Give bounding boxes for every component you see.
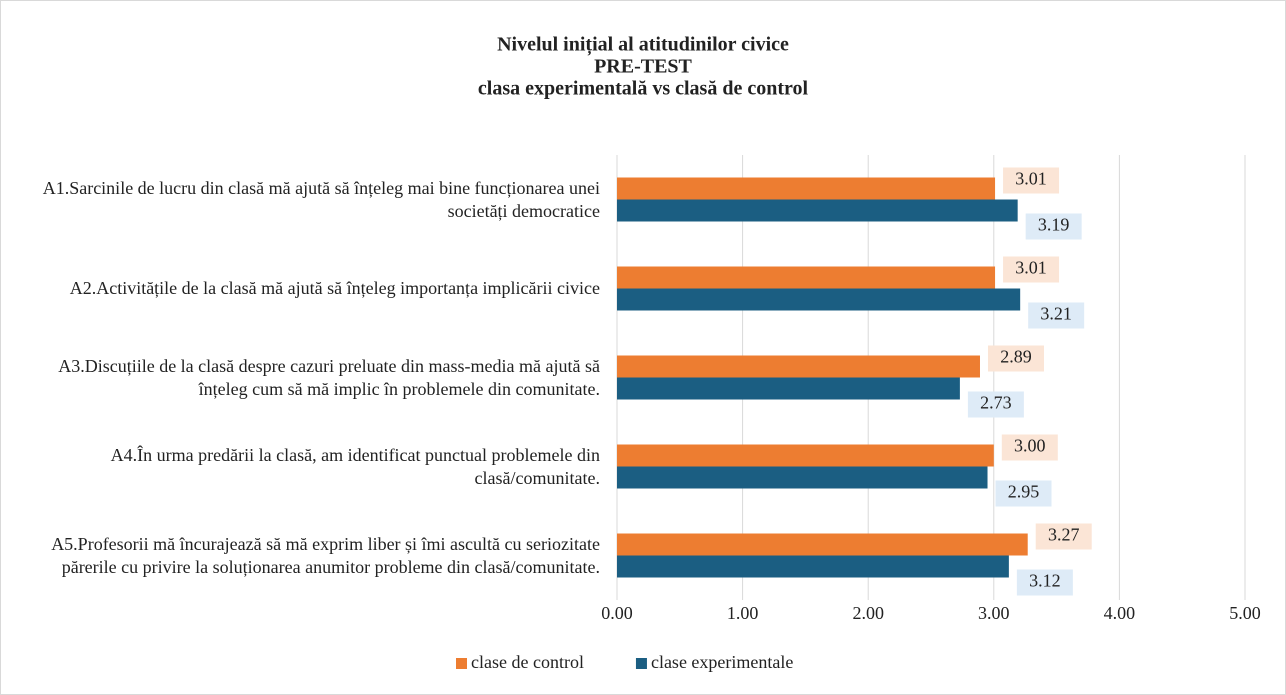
legend-label: clase experimentale xyxy=(651,652,793,672)
bar xyxy=(617,288,1021,311)
value-label-box xyxy=(1001,434,1058,461)
value-label: 3.19 xyxy=(1038,215,1070,235)
chart-title: Nivelul inițial al atitudinilor civice xyxy=(497,34,789,57)
category-label: A2.Activitățile de la clasă mă ajută să … xyxy=(69,278,600,298)
chart-title: clasa experimentală vs clasă de control xyxy=(478,78,809,100)
x-tick-label: 1.00 xyxy=(727,603,759,623)
value-label: 2.89 xyxy=(1000,347,1032,367)
legend-label: clase de control xyxy=(471,652,584,672)
category-label: A1.Sarcinile de lucru din clasă mă ajută… xyxy=(42,177,600,221)
value-label-box xyxy=(1003,167,1060,194)
value-label-box xyxy=(995,480,1052,507)
value-label-box xyxy=(1025,213,1082,240)
legend-swatch xyxy=(456,658,467,669)
legend-swatch xyxy=(635,658,647,669)
value-label-box xyxy=(1003,256,1060,283)
value-label-box xyxy=(1035,523,1092,550)
value-label-box xyxy=(987,345,1044,372)
value-label: 3.12 xyxy=(1029,571,1061,591)
bar xyxy=(617,533,1028,556)
value-label: 3.00 xyxy=(1014,436,1046,456)
value-label-box xyxy=(1016,569,1073,596)
bar xyxy=(617,177,996,200)
x-tick-label: 5.00 xyxy=(1229,603,1261,623)
x-tick-label: 4.00 xyxy=(1104,603,1136,623)
value-label: 3.21 xyxy=(1040,304,1072,324)
bar xyxy=(617,466,988,489)
bar xyxy=(617,377,960,400)
bar xyxy=(617,355,980,378)
value-label: 3.01 xyxy=(1015,169,1047,189)
bar xyxy=(617,266,996,289)
x-tick-label: 3.00 xyxy=(978,603,1010,623)
x-tick-label: 0.00 xyxy=(601,603,633,623)
value-label: 3.01 xyxy=(1015,258,1047,278)
category-label: A5.Profesorii mă încurajează să mă expri… xyxy=(51,533,600,577)
chart-title: PRE-TEST xyxy=(594,56,692,78)
bar xyxy=(617,444,994,467)
x-tick-label: 2.00 xyxy=(852,603,884,623)
value-label-box xyxy=(967,391,1024,418)
bar xyxy=(617,555,1009,578)
value-label: 2.95 xyxy=(1008,482,1040,502)
category-label: A4.În urma predării la clasă, am identif… xyxy=(110,444,600,488)
value-label-box xyxy=(1028,302,1085,329)
category-label: A3.Discuțiile de la clasă despre cazuri … xyxy=(58,355,600,399)
value-label: 3.27 xyxy=(1048,525,1080,545)
bar xyxy=(617,199,1018,222)
value-label: 2.73 xyxy=(980,393,1012,413)
